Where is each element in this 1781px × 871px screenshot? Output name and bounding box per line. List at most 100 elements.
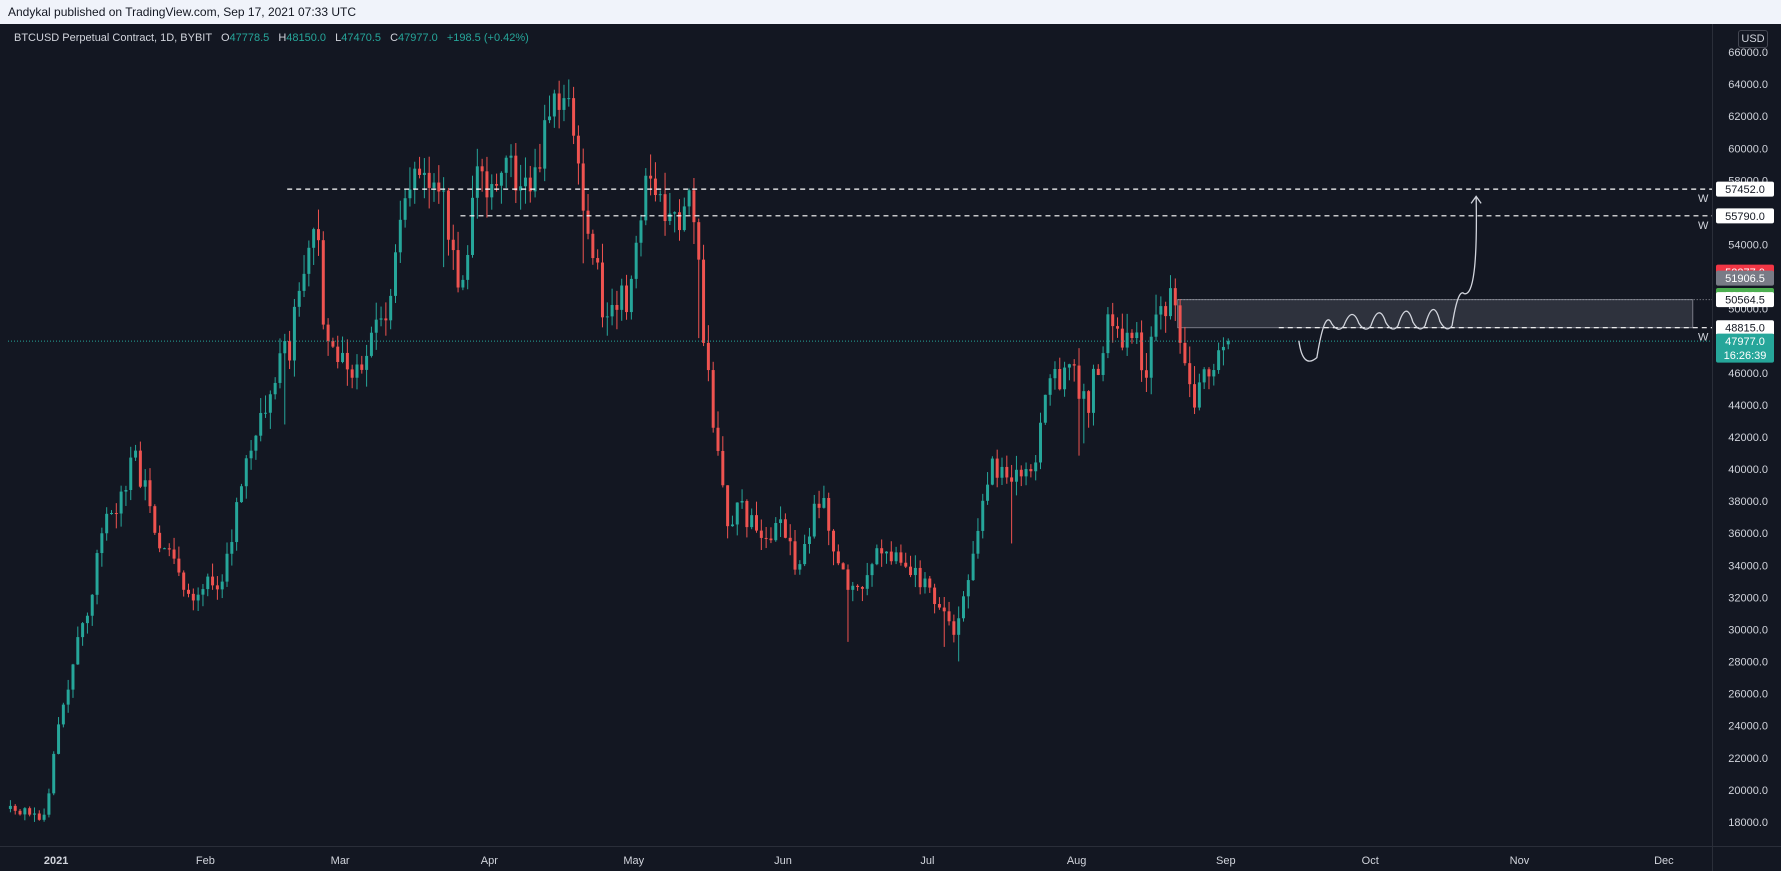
candle-body	[1014, 469, 1018, 482]
candle	[543, 104, 547, 182]
candle-body	[1043, 394, 1047, 423]
candle	[653, 162, 657, 202]
candle-body	[706, 342, 710, 371]
candle-body	[307, 247, 311, 274]
candle	[172, 537, 176, 565]
candle	[711, 361, 715, 433]
candle-body	[389, 295, 393, 321]
candle-body	[846, 569, 850, 590]
candle-body	[644, 175, 648, 221]
candle	[730, 515, 734, 527]
candle-body	[1067, 364, 1071, 368]
candle	[663, 172, 667, 236]
candle	[620, 278, 624, 321]
candle	[418, 156, 422, 179]
candle-body	[403, 198, 407, 220]
candle	[215, 576, 219, 600]
candle	[23, 807, 27, 821]
candle-body	[66, 689, 70, 705]
candle-body	[374, 319, 378, 333]
candle	[687, 188, 691, 215]
candle-body	[90, 594, 94, 616]
candle-body	[37, 813, 41, 820]
candle	[538, 143, 542, 173]
candle-body	[345, 352, 349, 370]
price-tick-label: 38000.0	[1728, 496, 1768, 508]
low-key: L	[335, 32, 342, 44]
candle-body	[456, 250, 460, 288]
candle-body	[750, 515, 754, 528]
candle-body	[138, 450, 142, 487]
candle-body	[264, 412, 268, 414]
candle-body	[1140, 332, 1144, 371]
candle	[153, 504, 157, 535]
candle-body	[673, 212, 677, 214]
candle	[13, 804, 17, 815]
candle-body	[682, 206, 686, 231]
price-tick-label: 46000.0	[1728, 368, 1768, 380]
candle-body	[105, 513, 109, 534]
price-tick-label: 18000.0	[1728, 817, 1768, 829]
candle-body	[124, 490, 128, 492]
candle	[586, 194, 590, 240]
current-price-tag-bg	[1716, 333, 1774, 363]
candle-body	[552, 93, 556, 117]
price-tick-label: 44000.0	[1728, 400, 1768, 412]
candle-body	[143, 480, 147, 487]
candle-body	[442, 190, 446, 192]
candle	[408, 167, 412, 207]
candle-body	[13, 805, 17, 811]
candle	[398, 200, 402, 263]
candle-body	[702, 259, 706, 343]
candle	[47, 788, 51, 818]
candle-body	[1149, 336, 1153, 378]
candle-body	[278, 353, 282, 383]
candle-body	[1029, 469, 1033, 472]
candle-body	[360, 364, 364, 370]
price-tick-label: 36000.0	[1728, 528, 1768, 540]
candle	[504, 155, 508, 188]
time-tick-label: Sep	[1216, 855, 1236, 867]
candle	[302, 255, 306, 298]
candle-body	[947, 611, 951, 622]
candle-body	[504, 157, 508, 173]
candle-body	[629, 278, 633, 313]
high-key: H	[278, 32, 287, 44]
candle	[552, 89, 556, 128]
time-axis[interactable]: 2021 Feb Mar Apr May Jun Jul Aug Sep Oct Nov Dec	[44, 855, 1674, 867]
candle	[740, 489, 744, 509]
candle	[904, 552, 908, 569]
candle-body	[461, 279, 465, 288]
level-price-tag: 57452.0	[1725, 184, 1765, 196]
candle	[788, 524, 792, 556]
candle-body	[519, 186, 523, 191]
candle-body	[576, 135, 580, 164]
candle-body	[620, 285, 624, 310]
candle-body	[422, 172, 426, 175]
candle	[1101, 346, 1105, 382]
candle	[986, 472, 990, 505]
candle-body	[206, 576, 210, 590]
currency-button[interactable]: USD	[1738, 30, 1768, 48]
candle-body	[1096, 368, 1100, 375]
candle	[177, 546, 181, 577]
candle	[143, 469, 147, 501]
candle-body	[81, 623, 85, 638]
candle-body	[52, 753, 56, 794]
candle	[1212, 363, 1216, 386]
candle-body	[1202, 369, 1206, 383]
candle-body	[379, 318, 383, 320]
low-value: 47470.5	[341, 32, 381, 44]
candle-body	[1144, 370, 1148, 378]
candle	[832, 529, 836, 566]
candle	[750, 508, 754, 530]
candle	[384, 302, 388, 336]
price-chart[interactable]: W W W 18000.0 20000.0 22000.0 24000.0 26000.0 2…	[0, 24, 1781, 871]
candle-body	[369, 332, 373, 356]
candle-body	[726, 485, 730, 527]
candle-body	[100, 533, 104, 554]
candle	[803, 534, 807, 567]
candle	[884, 551, 888, 564]
candle	[1067, 363, 1071, 381]
candle-body	[220, 581, 224, 590]
